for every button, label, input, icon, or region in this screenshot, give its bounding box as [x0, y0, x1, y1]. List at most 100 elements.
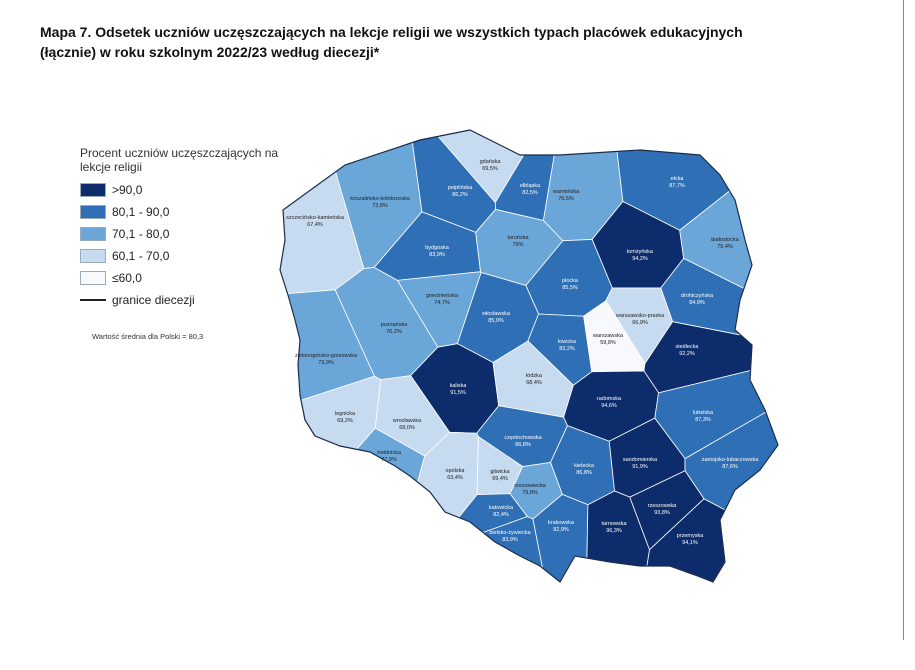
diocese-name: łódzka: [526, 373, 543, 379]
diocese-name: warszawsko-praska: [615, 313, 665, 319]
diocese-name: łowicka: [558, 339, 577, 345]
diocese-name: płocka: [562, 278, 579, 284]
diocese-value: 83,9%: [502, 537, 518, 543]
diocese-name: elbląska: [520, 183, 541, 189]
diocese-value: 77,9%: [381, 457, 397, 463]
diocese-value: 94,6%: [601, 403, 617, 409]
diocese-value: 87,3%: [695, 417, 711, 423]
diocese-value: 83,2%: [559, 346, 575, 352]
page-edge: [903, 0, 904, 640]
diocese-value: 85,9%: [488, 318, 504, 324]
legend-swatch: [80, 183, 106, 197]
diocese-value: 86,2%: [452, 192, 468, 198]
legend-item: granice diecezji: [80, 292, 195, 308]
diocese-value: 96,3%: [606, 528, 622, 534]
diocese-value: 69,4%: [492, 476, 508, 482]
diocese-name: lubelska: [693, 410, 714, 416]
country-border: [279, 129, 779, 583]
diocese-value: 86,8%: [576, 470, 592, 476]
diocese-name: tarnowska: [601, 521, 627, 527]
diocese-value: 92,2%: [679, 351, 695, 357]
diocese-value: 69,5%: [482, 166, 498, 172]
diocese-value: 94,2%: [632, 256, 648, 262]
diocese-value: 79,8%: [522, 490, 538, 496]
legend-line: [80, 299, 106, 301]
diocese-value: 82,5%: [522, 190, 538, 196]
legend-swatch: [80, 249, 106, 263]
diocese-name: zamojsko-lubaczowska: [702, 457, 759, 463]
diocese-value: 94,1%: [682, 540, 698, 546]
diocese-name: łomżyńska: [627, 249, 654, 255]
legend-swatch: [80, 227, 106, 241]
diocese-value: 91,9%: [632, 464, 648, 470]
diocese-name: legnicka: [335, 411, 356, 417]
diocese-name: zielonogórsko-gorzowska: [295, 353, 358, 359]
diocese-name: koszalińsko-kołobrzeska: [350, 196, 411, 202]
diocese-value: 69,2%: [337, 418, 353, 424]
diocese-value: 67,4%: [307, 222, 323, 228]
diocese-name: opolska: [446, 468, 466, 474]
diocese-name: białostocka: [711, 237, 739, 243]
diocese-value: 82,9%: [553, 527, 569, 533]
legend-label: 80,1 - 90,0: [112, 205, 170, 219]
diocese-name: szczecińsko-kamieńska: [286, 215, 345, 221]
diocese-name: warmińska: [552, 189, 580, 195]
diocese-value: 73,8%: [372, 203, 388, 209]
diocese-value: 93,8%: [654, 510, 670, 516]
diocese-value: 74,7%: [434, 300, 450, 306]
diocese-value: 87,7%: [669, 183, 685, 189]
legend-item: 70,1 - 80,0: [80, 226, 169, 242]
diocese-name: rzeszowska: [648, 503, 678, 509]
legend-item: ≤60,0: [80, 270, 142, 286]
diocese-name: kielecka: [574, 463, 595, 469]
diocese-value: 68,0%: [399, 425, 415, 431]
diocese-name: częstochowska: [504, 435, 542, 441]
diocese-name: sosnowiecka: [514, 483, 546, 489]
diocese-name: radomska: [597, 396, 622, 402]
diocese-value: 79%: [512, 242, 523, 248]
diocese-name: drohiczyńska: [681, 293, 714, 299]
note: Wartość średnia dla Polski = 80,3: [92, 332, 204, 341]
diocese-value: 66,9%: [632, 320, 648, 326]
diocese-name: kaliska: [450, 383, 468, 389]
diocese-name: gliwicka: [490, 469, 510, 475]
diocese-name: siedlecka: [676, 344, 700, 350]
diocese-name: pelplińska: [448, 185, 473, 191]
diocese-value: 86,8%: [515, 442, 531, 448]
map-title: Mapa 7. Odsetek uczniów uczęszczających …: [40, 24, 743, 60]
diocese-value: 82,4%: [493, 512, 509, 518]
legend-label: granice diecezji: [112, 293, 195, 307]
diocese-name: przemyska: [677, 533, 705, 539]
diocese-value: 76,2%: [386, 329, 402, 335]
diocese-name: sandomierska: [623, 457, 658, 463]
diocese-value: 68,4%: [526, 380, 542, 386]
diocese-value: 76,5%: [558, 196, 574, 202]
legend-item: >90,0: [80, 182, 142, 198]
diocese-name: poznańska: [381, 322, 409, 328]
diocese-value: 83,9%: [429, 252, 445, 258]
legend-label: ≤60,0: [112, 271, 142, 285]
legend-swatch: [80, 271, 106, 285]
diocese-value: 87,6%: [722, 464, 738, 470]
diocese-name: katowicka: [489, 505, 514, 511]
legend-label: 60,1 - 70,0: [112, 249, 170, 263]
diocese-name: toruńska: [507, 235, 529, 241]
diocese-name: świdnicka: [377, 450, 402, 456]
diocese-name: warszawska: [592, 333, 624, 339]
legend-title: Procent uczniów uczęszczających na lekcj…: [80, 146, 279, 174]
diocese-name: bielsko-żywiecka: [489, 530, 531, 536]
legend-label: >90,0: [112, 183, 143, 197]
diocese-name: włocławska: [481, 311, 511, 317]
diocese-name: gdańska: [480, 159, 502, 165]
diocese-name: wrocławska: [392, 418, 422, 424]
diocese-value: 91,5%: [450, 390, 466, 396]
legend-label: 70,1 - 80,0: [112, 227, 170, 241]
diocese-name: ełcka: [671, 176, 685, 182]
diocese-value: 73,9%: [318, 360, 334, 366]
diocese-name: gnieźnieńska: [426, 293, 459, 299]
diocese-value: 75,4%: [717, 244, 733, 250]
legend-swatch: [80, 205, 106, 219]
diocese-value: 84,9%: [689, 300, 705, 306]
